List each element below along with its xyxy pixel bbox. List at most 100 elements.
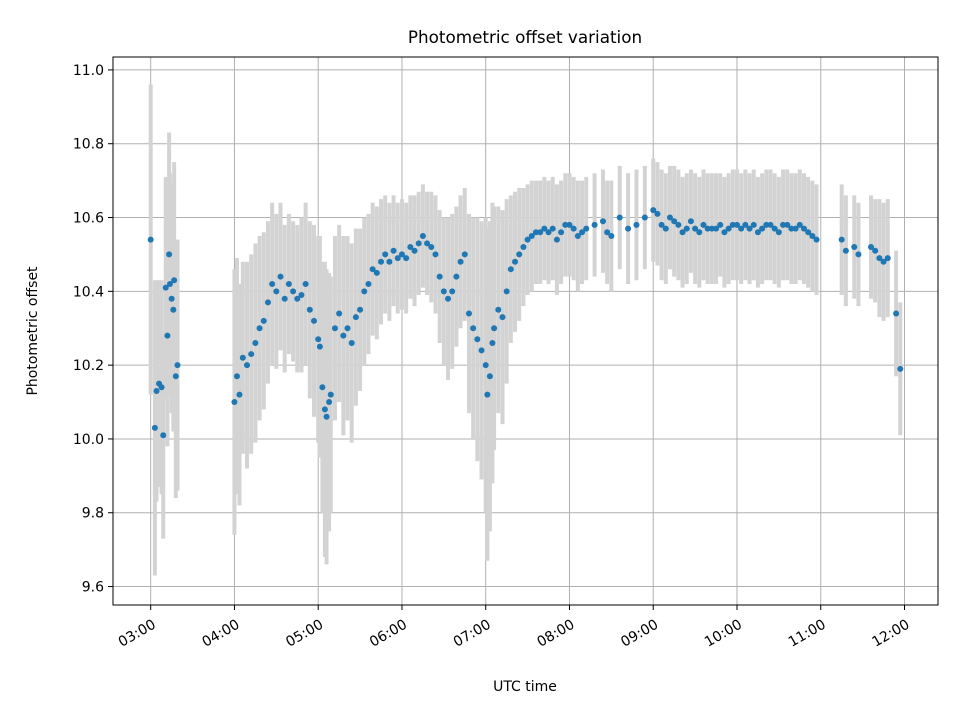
data-point <box>717 221 724 228</box>
data-point <box>788 225 795 232</box>
data-point <box>566 221 573 228</box>
data-point <box>855 251 862 258</box>
data-point <box>470 325 477 332</box>
data-point <box>302 280 309 287</box>
data-point <box>231 399 238 406</box>
data-point <box>625 225 632 232</box>
data-point <box>549 225 556 232</box>
data-point <box>486 373 493 380</box>
data-point <box>424 240 431 247</box>
data-point <box>478 347 485 354</box>
data-point <box>311 317 318 324</box>
data-point <box>591 221 598 228</box>
data-point <box>316 343 323 350</box>
data-point <box>545 229 552 236</box>
data-point <box>721 229 728 236</box>
data-point <box>633 221 640 228</box>
data-point <box>357 306 364 313</box>
data-point <box>512 258 519 265</box>
data-point <box>244 362 251 369</box>
data-point <box>285 280 292 287</box>
data-point <box>319 384 326 391</box>
data-point <box>147 236 154 243</box>
data-point <box>461 251 468 258</box>
data-point <box>269 280 276 287</box>
data-point <box>733 221 740 228</box>
data-point <box>671 218 678 225</box>
y-tick-label: 10.4 <box>73 284 104 300</box>
data-point <box>662 225 669 232</box>
data-point <box>394 255 401 262</box>
data-point <box>277 273 284 280</box>
data-point <box>771 225 778 232</box>
data-point <box>537 229 544 236</box>
data-point <box>641 214 648 221</box>
y-tick-label: 10.2 <box>73 358 104 374</box>
data-point <box>679 229 686 236</box>
data-point <box>792 225 799 232</box>
data-points <box>147 207 904 439</box>
data-point <box>445 295 452 302</box>
data-point <box>499 314 506 321</box>
data-point <box>315 336 322 343</box>
data-point <box>851 244 858 251</box>
data-point <box>331 325 338 332</box>
data-point <box>897 365 904 372</box>
data-point <box>750 221 757 228</box>
data-point <box>398 251 405 258</box>
data-point <box>616 214 623 221</box>
data-point <box>738 225 745 232</box>
y-tick-label: 10.0 <box>73 432 104 448</box>
data-point <box>675 221 682 228</box>
data-point <box>432 251 439 258</box>
data-point <box>884 255 891 262</box>
data-point <box>482 362 489 369</box>
y-tick-label: 11.0 <box>73 63 104 79</box>
data-point <box>428 244 435 251</box>
data-point <box>449 288 456 295</box>
data-point <box>800 225 807 232</box>
data-point <box>495 306 502 313</box>
data-point <box>419 232 426 239</box>
data-point <box>893 310 900 317</box>
data-point <box>708 225 715 232</box>
data-point <box>696 229 703 236</box>
data-point <box>326 399 333 406</box>
data-point <box>654 210 661 217</box>
data-point <box>754 229 761 236</box>
data-point <box>281 295 288 302</box>
data-point <box>239 354 246 361</box>
data-point <box>570 225 577 232</box>
data-point <box>340 332 347 339</box>
data-point <box>784 221 791 228</box>
data-point <box>160 432 167 439</box>
data-point <box>872 247 879 254</box>
data-point <box>256 325 263 332</box>
data-point <box>352 314 359 321</box>
x-axis-label: UTC time <box>493 679 557 695</box>
data-point <box>382 251 389 258</box>
data-point <box>361 288 368 295</box>
grid-lines <box>113 57 938 605</box>
data-point <box>520 244 527 251</box>
data-point <box>583 225 590 232</box>
data-point <box>704 225 711 232</box>
data-point <box>880 258 887 265</box>
y-tick-label: 9.6 <box>82 580 104 596</box>
data-point <box>436 273 443 280</box>
data-point <box>369 266 376 273</box>
data-point <box>170 306 177 313</box>
data-point <box>729 221 736 228</box>
data-point <box>171 277 178 284</box>
data-point <box>541 225 548 232</box>
data-point <box>683 225 690 232</box>
data-point <box>524 236 531 243</box>
data-point <box>746 225 753 232</box>
data-point <box>474 336 481 343</box>
data-point <box>796 221 803 228</box>
y-tick-label: 10.6 <box>73 211 104 227</box>
data-point <box>457 258 464 265</box>
data-point <box>553 236 560 243</box>
data-point <box>168 295 175 302</box>
data-point <box>174 362 181 369</box>
